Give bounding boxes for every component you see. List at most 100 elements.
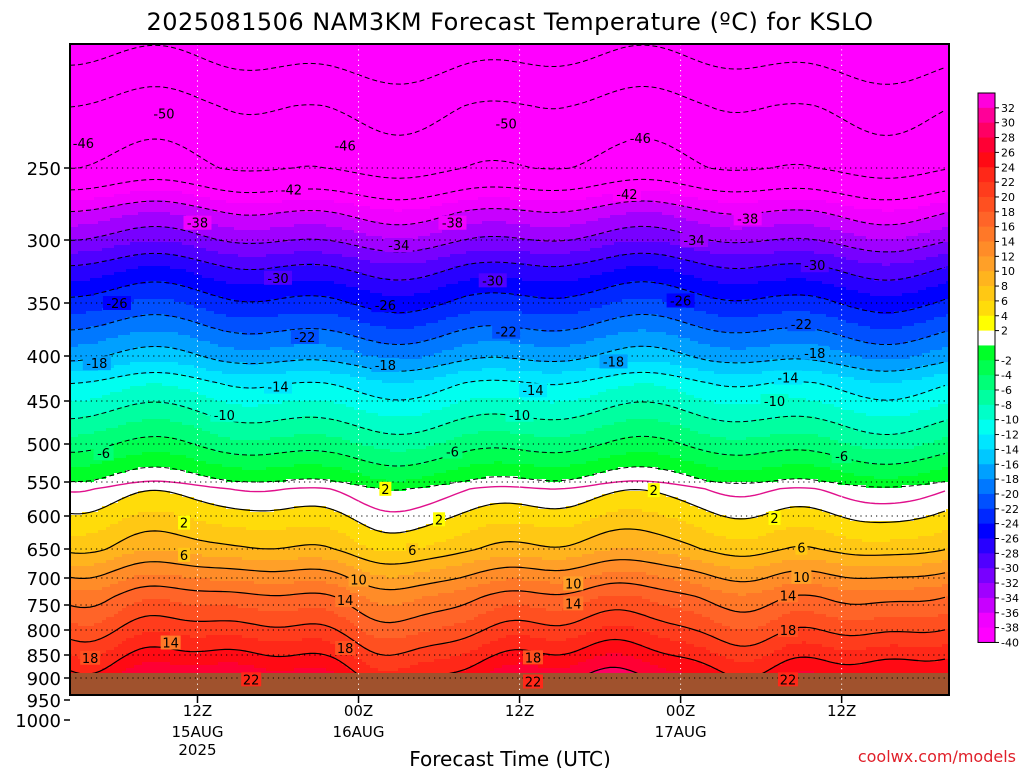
temp-cell	[494, 44, 499, 48]
temp-cell	[618, 53, 623, 57]
temp-cell	[274, 53, 279, 57]
temp-cell	[534, 53, 539, 57]
temp-cell	[906, 44, 911, 48]
temp-cell	[326, 68, 331, 72]
temp-cell	[210, 68, 215, 72]
temp-cell	[94, 71, 99, 75]
temp-cell	[810, 56, 815, 60]
temp-cell	[874, 71, 879, 75]
temp-cell	[562, 59, 567, 63]
temp-cell	[918, 56, 923, 60]
temp-cell	[862, 50, 867, 54]
temp-cell	[338, 62, 343, 66]
temp-cell	[914, 59, 919, 63]
temp-cell	[410, 68, 415, 72]
temp-cell	[614, 62, 619, 66]
temp-cell	[250, 68, 255, 72]
temp-cell	[650, 59, 655, 63]
temp-cell	[902, 44, 907, 48]
temp-cell	[914, 44, 919, 48]
temp-cell	[622, 59, 627, 63]
temp-cell	[858, 50, 863, 54]
temp-cell	[338, 65, 343, 69]
temp-cell	[754, 68, 759, 72]
temp-cell	[406, 50, 411, 54]
temp-cell	[130, 65, 135, 69]
temp-cell	[258, 59, 263, 63]
temp-cell	[334, 47, 339, 51]
temp-cell	[318, 44, 323, 48]
temp-cell	[306, 44, 311, 48]
temp-cell	[214, 44, 219, 48]
temp-cell	[286, 65, 291, 69]
temp-cell	[850, 71, 855, 75]
temp-cell	[186, 62, 191, 66]
temp-cell	[142, 59, 147, 63]
temp-cell	[606, 71, 611, 75]
temp-cell	[470, 62, 475, 66]
temp-cell	[326, 44, 331, 48]
temp-cell	[850, 47, 855, 51]
temp-cell	[922, 68, 927, 72]
temp-cell	[598, 71, 603, 75]
temp-cell	[222, 53, 227, 57]
temp-cell	[530, 65, 535, 69]
temp-cell	[394, 59, 399, 63]
temp-cell	[886, 44, 891, 48]
temp-cell	[186, 56, 191, 60]
temp-cell	[770, 53, 775, 57]
temp-cell	[678, 47, 683, 51]
temp-cell	[578, 44, 583, 48]
temp-cell	[498, 71, 503, 75]
temp-cell	[714, 56, 719, 60]
temp-cell	[662, 71, 667, 75]
temp-cell	[706, 71, 711, 75]
temp-cell	[666, 68, 671, 72]
temp-cell	[210, 50, 215, 54]
temp-cell	[742, 44, 747, 48]
temp-cell	[246, 62, 251, 66]
temp-cell	[362, 65, 367, 69]
temp-cell	[170, 56, 175, 60]
temp-cell	[842, 68, 847, 72]
temp-cell	[750, 56, 755, 60]
temp-cell	[854, 44, 859, 48]
temp-cell	[142, 47, 147, 51]
temp-cell	[122, 65, 127, 69]
temp-cell	[670, 47, 675, 51]
temp-cell	[478, 56, 483, 60]
temp-cell	[130, 44, 135, 48]
temp-cell	[794, 47, 799, 51]
temp-cell	[198, 65, 203, 69]
temp-cell	[750, 59, 755, 63]
temp-cell	[814, 47, 819, 51]
temp-cell	[198, 59, 203, 63]
temp-cell	[110, 68, 115, 72]
temp-cell	[586, 50, 591, 54]
temp-cell	[242, 62, 247, 66]
temp-cell	[558, 47, 563, 51]
temp-cell	[430, 53, 435, 57]
temp-cell	[662, 68, 667, 72]
temp-cell	[558, 56, 563, 60]
temp-cell	[134, 56, 139, 60]
temp-cell	[514, 47, 519, 51]
temp-cell	[162, 71, 167, 75]
temp-cell	[794, 59, 799, 63]
temp-cell	[510, 53, 515, 57]
temp-cell	[814, 44, 819, 48]
temp-cell	[818, 47, 823, 51]
temp-cell	[310, 50, 315, 54]
temp-cell	[246, 50, 251, 54]
temp-cell	[906, 65, 911, 69]
temp-cell	[678, 50, 683, 54]
temp-cell	[910, 62, 915, 66]
temp-cell	[762, 62, 767, 66]
temp-cell	[542, 50, 547, 54]
temp-cell	[238, 71, 243, 75]
temp-cell	[362, 62, 367, 66]
temperature-bands	[70, 44, 949, 695]
temp-cell	[418, 68, 423, 72]
temp-cell	[430, 50, 435, 54]
temp-cell	[78, 44, 83, 48]
